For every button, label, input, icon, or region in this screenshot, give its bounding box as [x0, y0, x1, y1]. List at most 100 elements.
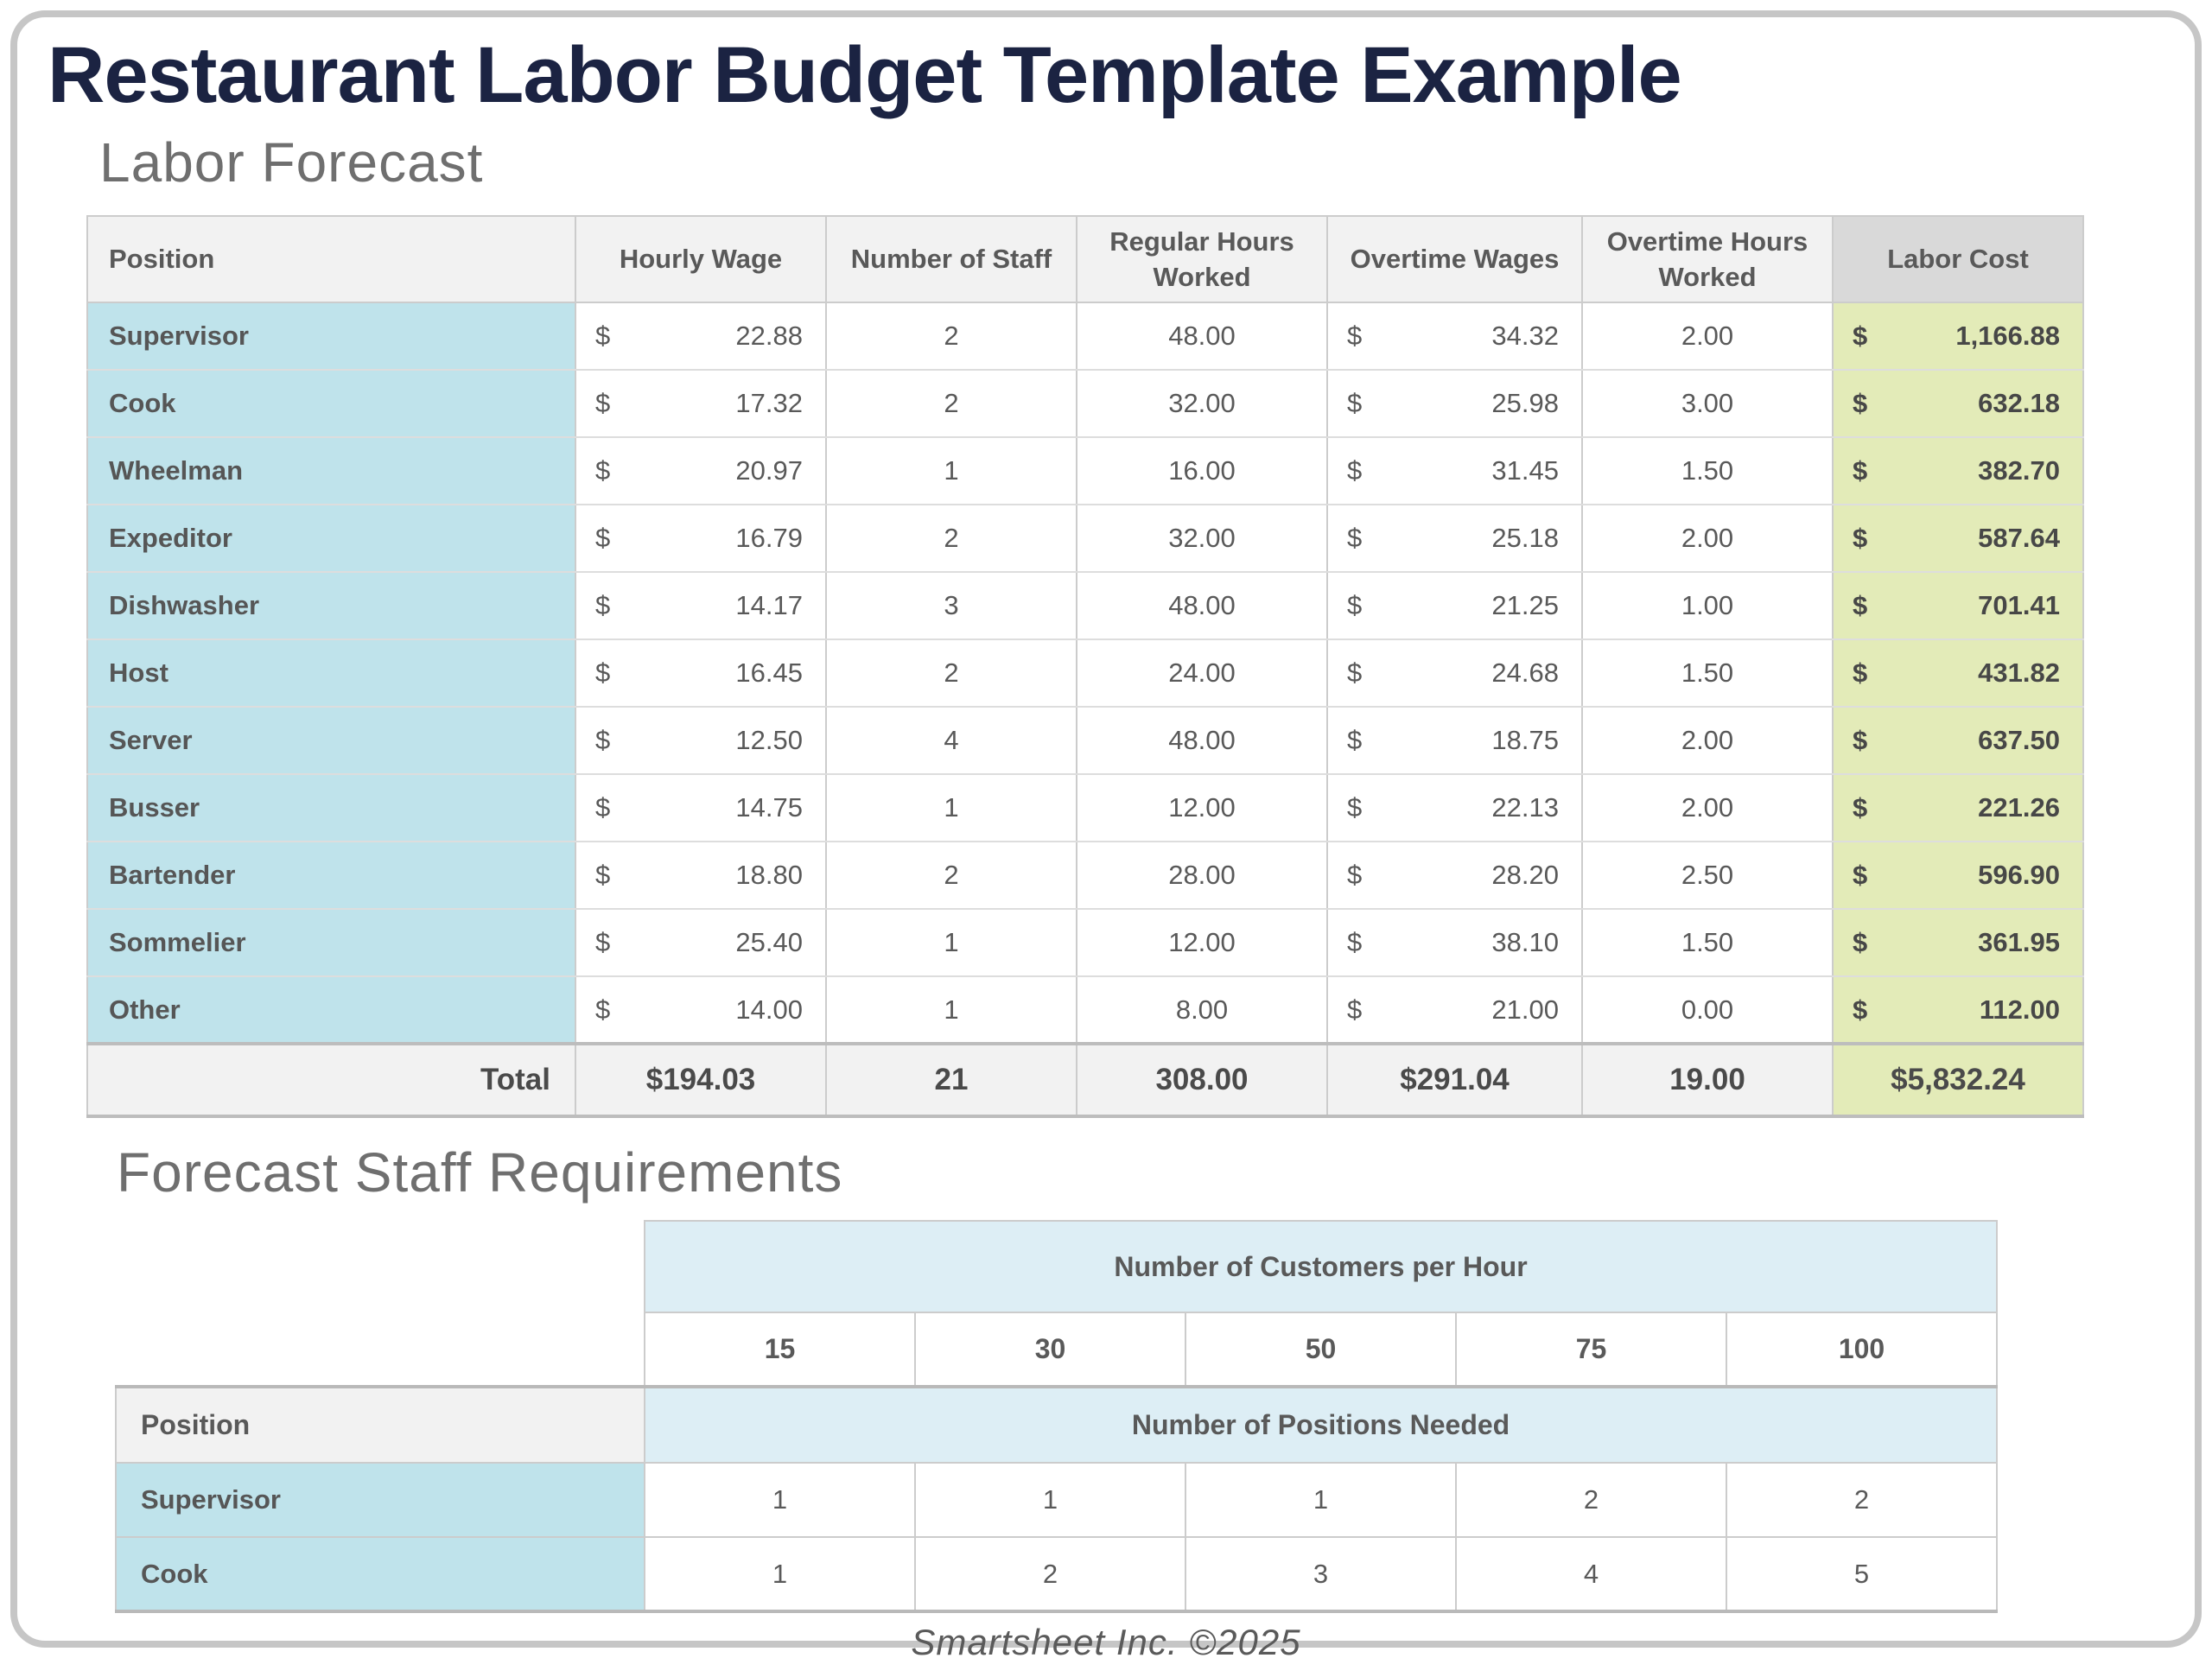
- overtime-wages-cell-value: 28.20: [1491, 860, 1559, 891]
- position-cell: Supervisor: [115, 1462, 645, 1539]
- position-cell: Cook: [115, 1536, 645, 1614]
- overtime-hours-cell: 1.50: [1581, 908, 1834, 978]
- overtime-hours-cell: 0.00: [1581, 975, 1834, 1045]
- hourly-wage-cell: $14.75: [575, 773, 827, 843]
- overtime-wages-cell-value: 25.98: [1491, 388, 1559, 419]
- labor-forecast-row: Server $12.50 4 48.00 $18.75 2.00 $637.50: [86, 706, 2084, 776]
- labor-forecast-row: Host $16.45 2 24.00 $24.68 1.50 $431.82: [86, 638, 2084, 708]
- labor-forecast-header-row: Position Hourly Wage Number of Staff Reg…: [86, 215, 2084, 304]
- blank-cell: [116, 1221, 645, 1312]
- currency-symbol: $: [1347, 994, 1363, 1025]
- overtime-wages-cell-value: 21.00: [1491, 994, 1559, 1025]
- customer-count-30: 30: [914, 1312, 1186, 1388]
- currency-symbol: $: [595, 725, 611, 756]
- column-header-overtime-hours: Overtime Hours Worked: [1581, 215, 1834, 304]
- page-title: Restaurant Labor Budget Template Example: [48, 31, 1682, 119]
- hourly-wage-cell: $16.79: [575, 504, 827, 574]
- labor-cost-cell: $596.90: [1832, 841, 2084, 911]
- position-cell: Busser: [86, 773, 576, 843]
- position-cell: Expeditor: [86, 504, 576, 574]
- regular-hours-cell: 12.00: [1076, 773, 1328, 843]
- overtime-wages-cell-value: 24.68: [1491, 657, 1559, 689]
- customer-count-75: 75: [1455, 1312, 1727, 1388]
- labor-forecast-body: Supervisor $22.88 2 48.00 $34.32 2.00 $1,166.8…: [86, 302, 2084, 1045]
- staff-requirements-table: Number of Customers per Hour 15 30 50 75…: [115, 1220, 1999, 1614]
- regular-hours-cell: 32.00: [1076, 369, 1328, 439]
- hourly-wage-cell: $20.97: [575, 436, 827, 506]
- regular-hours-cell: 48.00: [1076, 706, 1328, 776]
- hourly-wage-cell-value: 16.45: [735, 657, 803, 689]
- labor-forecast-row: Bartender $18.80 2 28.00 $28.20 2.50 $596.90: [86, 841, 2084, 911]
- currency-symbol: $: [1347, 927, 1363, 958]
- position-cell: Bartender: [86, 841, 576, 911]
- hourly-wage-cell-value: 20.97: [735, 455, 803, 486]
- number-of-staff-cell: 2: [825, 369, 1077, 439]
- overtime-hours-cell: 1.50: [1581, 638, 1834, 708]
- position-cell: Wheelman: [86, 436, 576, 506]
- currency-symbol: $: [595, 455, 611, 486]
- labor-forecast-row: Dishwasher $14.17 3 48.00 $21.25 1.00 $701.41: [86, 571, 2084, 641]
- overtime-hours-cell: 3.00: [1581, 369, 1834, 439]
- hourly-wage-cell: $14.17: [575, 571, 827, 641]
- labor-cost-cell: $632.18: [1832, 369, 2084, 439]
- overtime-wages-cell: $31.45: [1326, 436, 1583, 506]
- hourly-wage-cell: $25.40: [575, 908, 827, 978]
- currency-symbol: $: [1853, 590, 1868, 621]
- positions-needed-cell: 2: [1455, 1462, 1727, 1539]
- labor-cost-cell: $587.64: [1832, 504, 2084, 574]
- position-cell: Sommelier: [86, 908, 576, 978]
- overtime-wages-cell: $25.18: [1326, 504, 1583, 574]
- currency-symbol: $: [1347, 792, 1363, 823]
- overtime-wages-cell: $21.25: [1326, 571, 1583, 641]
- column-header-labor-cost: Labor Cost: [1832, 215, 2084, 304]
- copyright-note: Smartsheet Inc. ©2025: [911, 1622, 1301, 1658]
- overtime-wages-cell-value: 38.10: [1491, 927, 1559, 958]
- currency-symbol: $: [595, 927, 611, 958]
- number-of-staff-cell: 2: [825, 504, 1077, 574]
- staff-requirements-row: Cook 1 2 3 4 5: [115, 1536, 1999, 1614]
- overtime-hours-cell: 2.00: [1581, 773, 1834, 843]
- labor-cost-cell: $361.95: [1832, 908, 2084, 978]
- labor-cost-cell-value: 637.50: [1978, 725, 2060, 756]
- overtime-wages-cell-value: 21.25: [1491, 590, 1559, 621]
- regular-hours-cell: 32.00: [1076, 504, 1328, 574]
- column-header-number-of-staff: Number of Staff: [825, 215, 1077, 304]
- labor-forecast-heading: Labor Forecast: [99, 131, 484, 194]
- labor-cost-cell: $382.70: [1832, 436, 2084, 506]
- overtime-wages-cell-value: 25.18: [1491, 523, 1559, 554]
- staff-requirements-heading: Forecast Staff Requirements: [117, 1141, 843, 1204]
- positions-needed-cell: 1: [914, 1462, 1186, 1539]
- hourly-wage-cell-value: 22.88: [735, 321, 803, 352]
- regular-hours-cell: 48.00: [1076, 571, 1328, 641]
- currency-symbol: $: [595, 860, 611, 891]
- labor-forecast-total-row: Total $194.03 21 308.00 $291.04 19.00 $5…: [86, 1042, 2084, 1119]
- currency-symbol: $: [1347, 523, 1363, 554]
- customer-count-100: 100: [1725, 1312, 1999, 1388]
- position-column-header: Position: [115, 1385, 645, 1464]
- overtime-wages-cell-value: 34.32: [1491, 321, 1559, 352]
- labor-forecast-row: Cook $17.32 2 32.00 $25.98 3.00 $632.18: [86, 369, 2084, 439]
- currency-symbol: $: [1853, 523, 1868, 554]
- overtime-hours-cell: 1.00: [1581, 571, 1834, 641]
- total-staff: 21: [825, 1042, 1077, 1119]
- positions-needed-cell: 3: [1185, 1536, 1457, 1614]
- overtime-wages-cell: $24.68: [1326, 638, 1583, 708]
- labor-forecast-row: Busser $14.75 1 12.00 $22.13 2.00 $221.26: [86, 773, 2084, 843]
- labor-forecast-row: Wheelman $20.97 1 16.00 $31.45 1.50 $382.70: [86, 436, 2084, 506]
- overtime-hours-cell: 2.00: [1581, 706, 1834, 776]
- labor-cost-cell-value: 361.95: [1978, 927, 2060, 958]
- number-of-staff-cell: 4: [825, 706, 1077, 776]
- number-of-staff-cell: 2: [825, 841, 1077, 911]
- overtime-wages-cell: $22.13: [1326, 773, 1583, 843]
- staff-requirements-row: Supervisor 1 1 1 2 2: [115, 1462, 1999, 1539]
- position-cell: Other: [86, 975, 576, 1045]
- overtime-wages-cell: $34.32: [1326, 302, 1583, 372]
- labor-cost-cell: $637.50: [1832, 706, 2084, 776]
- currency-symbol: $: [1347, 590, 1363, 621]
- currency-symbol: $: [595, 321, 611, 352]
- total-overtime-hours: 19.00: [1581, 1042, 1834, 1119]
- hourly-wage-cell-value: 12.50: [735, 725, 803, 756]
- staff-requirements-body: Supervisor 1 1 1 2 2 Cook 1 2 3 4 5: [115, 1462, 1999, 1614]
- column-header-hourly-wage: Hourly Wage: [575, 215, 827, 304]
- overtime-wages-cell-value: 22.13: [1491, 792, 1559, 823]
